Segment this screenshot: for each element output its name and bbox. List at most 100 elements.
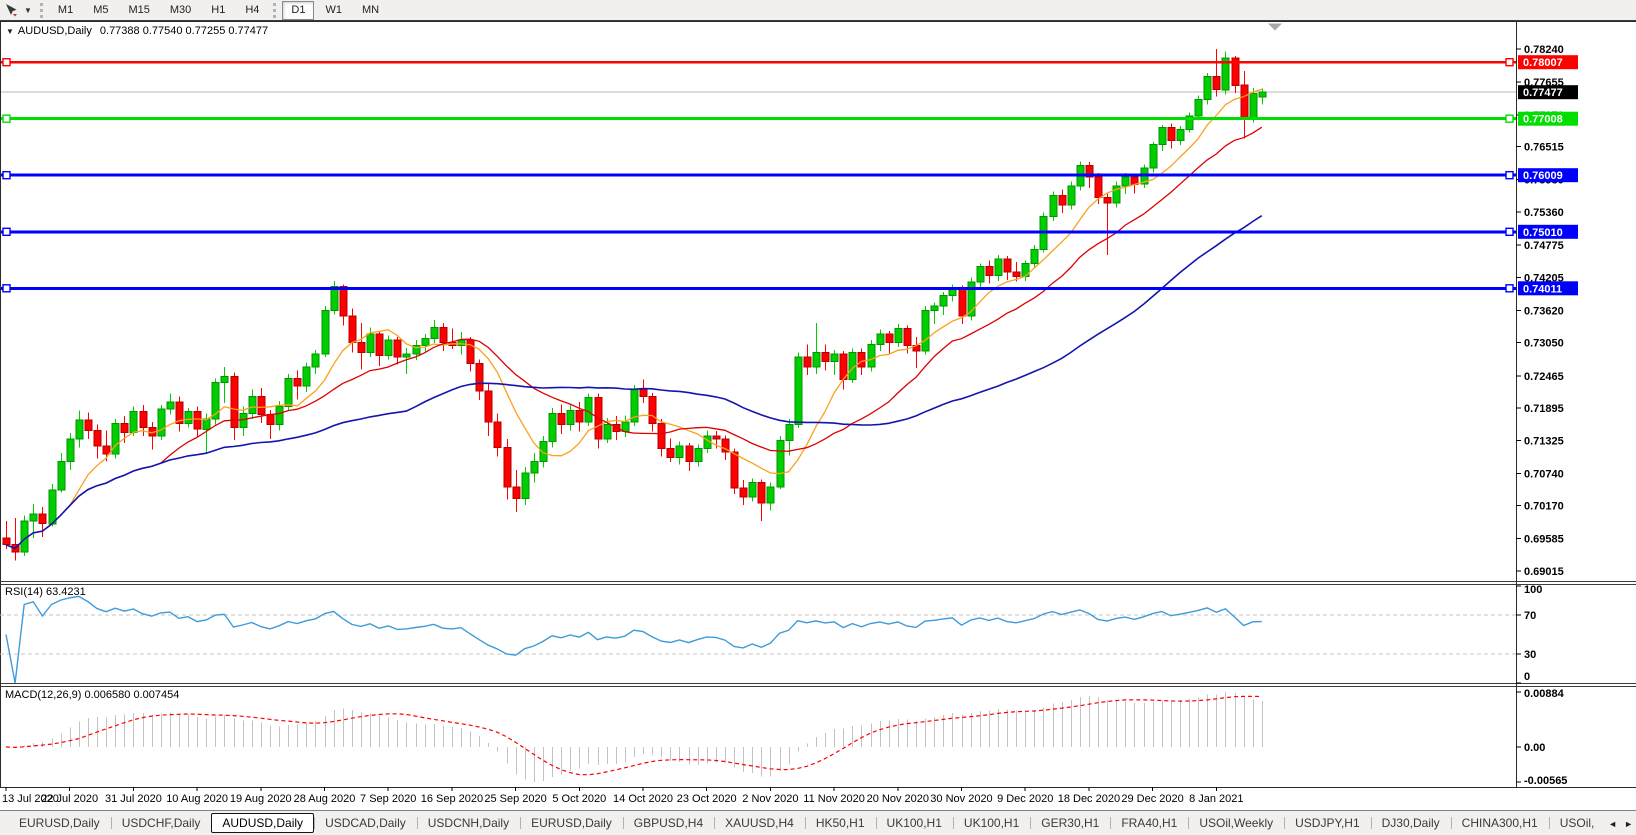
candle-body <box>93 429 102 447</box>
rsi-line <box>5 595 1262 684</box>
candle-body <box>302 366 311 387</box>
candle-body <box>1112 185 1121 204</box>
candle-body <box>375 333 384 357</box>
timeframe-button-d1[interactable]: D1 <box>282 0 315 20</box>
price-tick-label: 0.69585 <box>1524 534 1564 546</box>
date-tick-label: 31 Jul 2020 <box>105 793 162 805</box>
price-tick-label: 0.70170 <box>1524 501 1564 513</box>
candle-body <box>539 441 548 463</box>
date-tick-label: 11 Nov 2020 <box>803 793 865 805</box>
timeframe-button-m15[interactable]: M15 <box>128 3 150 16</box>
line-handle[interactable] <box>1505 114 1514 123</box>
macd-tick-label: -0.00565 <box>1524 775 1567 787</box>
line-handle[interactable] <box>2 284 11 293</box>
chart-tab-usdchf-daily[interactable]: USDCHF,Daily <box>110 813 212 833</box>
candle-body <box>1121 176 1130 187</box>
candle-body <box>257 395 266 415</box>
candle-body <box>2 537 11 546</box>
line-handle[interactable] <box>2 170 11 180</box>
date-tick-label: 19 Aug 2020 <box>230 793 292 805</box>
candle-body <box>548 412 557 443</box>
candle-body <box>712 435 721 440</box>
candle-body <box>1221 57 1230 91</box>
timeframe-button-m30[interactable]: M30 <box>169 3 192 16</box>
line-handle[interactable] <box>1505 227 1514 237</box>
candle-body <box>948 288 957 297</box>
chart-tab-eurusd-daily[interactable]: EURUSD,Daily <box>19 816 100 830</box>
chart-header: ▼ AUDUSD,Daily 0.77388 0.77540 0.77255 0.7… <box>6 25 268 37</box>
macd-signal-line <box>5 695 1262 776</box>
candle-body <box>930 305 939 311</box>
chart-collapse-icon[interactable]: ▼ <box>6 27 14 36</box>
chart-tab-usoil-weekly[interactable]: USOil,Weekly <box>1188 813 1284 833</box>
timeframe-button-mn[interactable]: MN <box>361 3 380 16</box>
candle-body <box>1058 195 1067 206</box>
candle-body <box>357 342 366 353</box>
ma-medium-line <box>5 126 1263 550</box>
date-tick-label: 28 Aug 2020 <box>294 793 356 805</box>
candle-body <box>266 414 275 426</box>
candle-body <box>730 451 739 489</box>
chart-tab-dj30-daily[interactable]: DJ30,Daily <box>1370 813 1451 833</box>
chart-tab-eurusd-daily[interactable]: EURUSD,Daily <box>520 813 623 833</box>
chart-tab-hk50-h1[interactable]: HK50,H1 <box>804 813 876 833</box>
line-handle[interactable] <box>2 58 11 67</box>
chart-tab-usdjpy-h1[interactable]: USDJPY,H1 <box>1284 813 1370 833</box>
candle-body <box>985 265 994 276</box>
line-handle[interactable] <box>1505 284 1514 293</box>
tab-scroll-right-icon[interactable]: ► <box>1624 818 1633 829</box>
candle-body <box>1212 76 1221 91</box>
chart-tab-usdcnh-daily[interactable]: USDCNH,Daily <box>416 813 520 833</box>
timeframe-button-h4[interactable]: H4 <box>245 3 260 16</box>
candle-body <box>1194 98 1203 117</box>
chart-tab-china300-h1[interactable]: CHINA300,H1 <box>1450 813 1549 833</box>
candle-body <box>1067 185 1076 206</box>
chart-tab-uk100-h1[interactable]: UK100,H1 <box>875 813 953 833</box>
candle-body <box>1149 144 1158 169</box>
line-handle[interactable] <box>2 227 11 237</box>
chart-tab-usoil-[interactable]: USOil, <box>1548 813 1606 833</box>
timeframe-button-h1[interactable]: H1 <box>211 3 226 16</box>
candle-body <box>311 353 320 368</box>
candle-body <box>111 423 120 455</box>
chart-tab-usdcad-daily[interactable]: USDCAD,Daily <box>314 813 417 833</box>
hline-group-0.78007 <box>0 58 1516 67</box>
tool-dropdown-caret-icon[interactable]: ▼ <box>24 5 32 15</box>
candle-body <box>275 406 284 426</box>
chart-tab-xauusd-h4[interactable]: XAUUSD,H4 <box>714 813 805 833</box>
chart-tab-uk100-h1[interactable]: UK100,H1 <box>952 813 1030 833</box>
candle-body <box>976 265 985 283</box>
date-tick-label: 30 Nov 2020 <box>930 793 992 805</box>
cursor-tool-button[interactable] <box>2 1 20 20</box>
rsi-tick-label: 0 <box>1524 671 1530 683</box>
line-handle[interactable] <box>1505 58 1514 67</box>
candle-body <box>994 258 1003 276</box>
chart-tab-audusd-daily[interactable]: AUDUSD,Daily <box>211 813 315 833</box>
candle-body <box>412 345 421 355</box>
date-tick-label: 10 Aug 2020 <box>166 793 228 805</box>
ohlc-open: 0.77388 <box>99 25 140 37</box>
rsi-tick-label: 100 <box>1524 584 1542 596</box>
candle-body <box>739 487 748 498</box>
hline-group-0.75010 <box>0 227 1516 237</box>
price-chart[interactable]: 0.782400.776550.770700.765150.759300.753… <box>0 21 1636 810</box>
timeframe-button-m5[interactable]: M5 <box>93 3 109 16</box>
candle-body <box>903 328 912 346</box>
timeframe-button-w1[interactable]: W1 <box>325 3 342 16</box>
price-badge-text: 0.77008 <box>1523 114 1563 126</box>
line-handle[interactable] <box>2 114 11 123</box>
ohlc-close: 0.77477 <box>228 25 269 37</box>
candle-body <box>393 339 402 358</box>
line-handle[interactable] <box>1505 170 1514 180</box>
candle-body <box>921 309 930 352</box>
tab-scroll-left-icon[interactable]: ◄ <box>1608 818 1618 829</box>
timeframe-button-m1[interactable]: M1 <box>57 3 74 16</box>
candle-body <box>66 438 75 462</box>
chart-tab-ger30-h1[interactable]: GER30,H1 <box>1030 813 1110 833</box>
candle-body <box>639 389 648 397</box>
chart-tab-fra40-h1[interactable]: FRA40,H1 <box>1110 813 1188 833</box>
candle-body <box>694 448 703 462</box>
chart-shift-marker[interactable] <box>1268 23 1282 31</box>
chart-tab-gbpusd-h4[interactable]: GBPUSD,H4 <box>622 813 714 833</box>
